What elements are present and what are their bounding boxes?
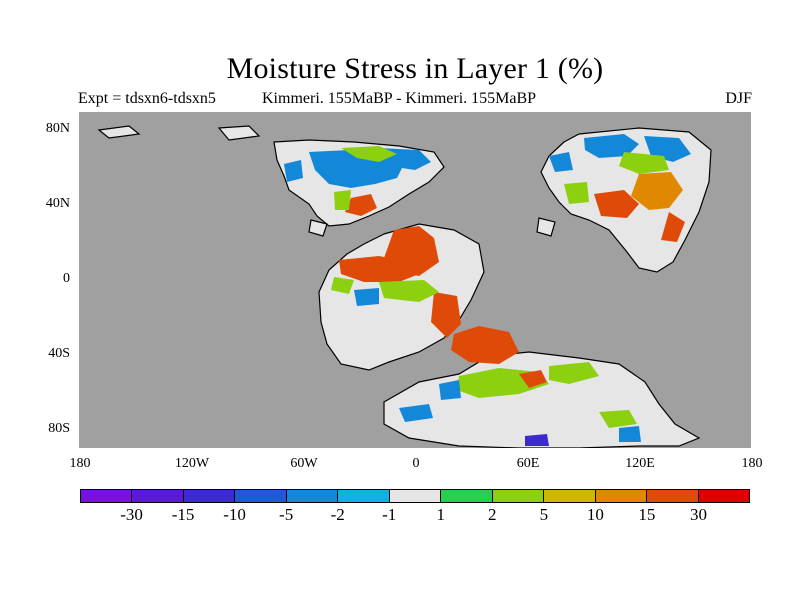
lat-tick-80s: 80S bbox=[48, 421, 70, 436]
map-svg bbox=[79, 112, 751, 448]
lon-tick-60w: 60W bbox=[290, 456, 318, 471]
landmass-eurasia bbox=[540, 127, 712, 273]
colorbar-swatch bbox=[647, 490, 699, 502]
colorbar-label: 1 bbox=[436, 505, 446, 524]
island-group bbox=[97, 125, 556, 237]
colorbar-label: -15 bbox=[171, 505, 195, 524]
colorbar-swatch bbox=[595, 490, 648, 502]
colorbar-swatch bbox=[286, 490, 339, 502]
lon-tick-120e: 120E bbox=[625, 456, 655, 471]
map-panel bbox=[79, 112, 751, 448]
colorbar-label: 30 bbox=[689, 505, 707, 524]
season-label: DJF bbox=[725, 90, 752, 107]
colorbar-swatch bbox=[544, 490, 596, 502]
colorbar-label: 15 bbox=[638, 505, 656, 524]
colorbar-label: -1 bbox=[382, 505, 397, 524]
colorbar-label: -5 bbox=[279, 505, 294, 524]
colorbar-label: -30 bbox=[120, 505, 143, 524]
colorbar-label: -2 bbox=[330, 505, 345, 524]
colorbar-swatch bbox=[698, 490, 750, 502]
colorbar-label: -10 bbox=[223, 505, 246, 524]
colorbar-swatch bbox=[183, 490, 236, 502]
colorbar-swatch bbox=[492, 490, 545, 502]
period-label: Kimmeri. 155MaBP - Kimmeri. 155MaBP bbox=[262, 90, 537, 107]
lon-tick-180e: 180 bbox=[741, 456, 763, 471]
lat-tick-0: 0 bbox=[63, 271, 70, 286]
experiment-label: Expt = tdsxn6-tdsxn5 bbox=[78, 90, 216, 107]
lat-tick-40s: 40S bbox=[48, 346, 70, 361]
lon-tick-120w: 120W bbox=[174, 456, 210, 471]
lon-tick-60e: 60E bbox=[516, 456, 540, 471]
lat-tick-40n: 40N bbox=[45, 196, 70, 211]
lon-tick-0: 0 bbox=[412, 456, 420, 471]
colorbar-swatch bbox=[389, 490, 442, 502]
lat-tick-80n: 80N bbox=[45, 121, 70, 136]
colorbar-swatch bbox=[81, 490, 133, 502]
landmass-gondwana-south bbox=[383, 326, 701, 448]
colorbar-label: 10 bbox=[586, 505, 604, 524]
colorbar-swatch bbox=[338, 490, 390, 502]
landmass-laurentia bbox=[273, 139, 445, 227]
lon-tick-180w: 180 bbox=[69, 456, 91, 471]
colorbar-swatch bbox=[441, 490, 493, 502]
colorbar-label: 2 bbox=[488, 505, 497, 524]
colorbar-swatch bbox=[132, 490, 184, 502]
chart-title: Moisture Stress in Layer 1 (%) bbox=[226, 52, 604, 85]
landmass-gondwana-north bbox=[318, 223, 485, 371]
colorbar bbox=[80, 489, 750, 503]
colorbar-label: 5 bbox=[539, 505, 549, 524]
colorbar-swatch bbox=[235, 490, 287, 502]
